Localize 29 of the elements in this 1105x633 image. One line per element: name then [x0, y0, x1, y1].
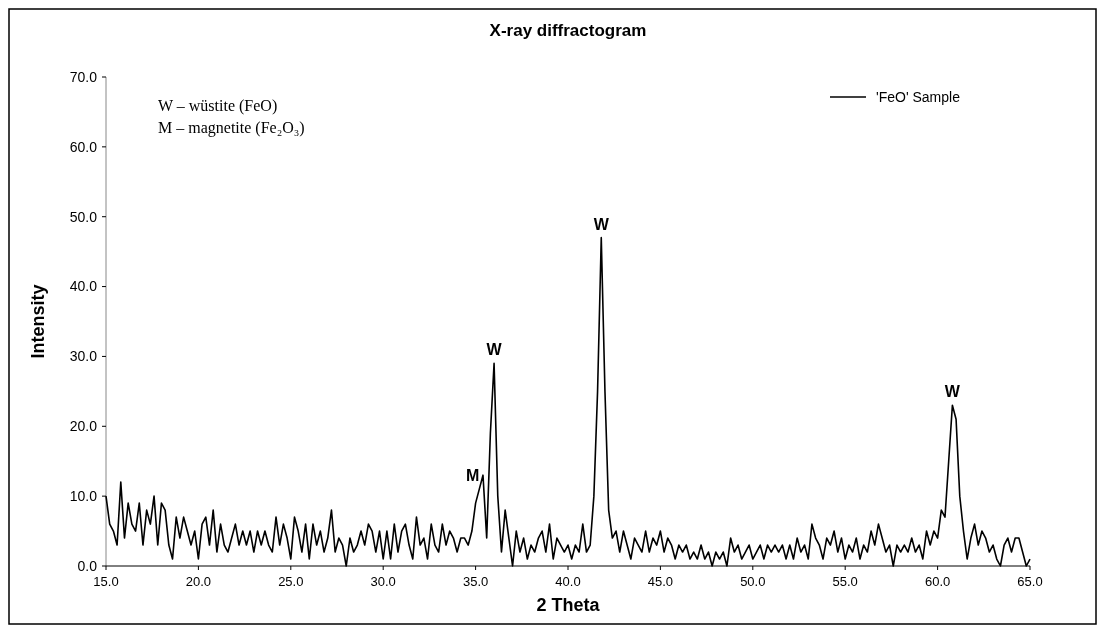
- x-tick-label: 45.0: [647, 574, 674, 589]
- annotation: W: [944, 383, 961, 401]
- x-axis-title: 2 Theta: [536, 595, 601, 615]
- y-axis-title: Intensity: [28, 284, 48, 359]
- annotation: M: [465, 467, 480, 485]
- y-tick-label: 70.0: [69, 68, 98, 85]
- x-tick-label: 25.0: [278, 574, 304, 589]
- y-tick-label: 10.0: [69, 488, 98, 505]
- x-tick-label: 15.0: [93, 574, 119, 589]
- y-tick-label: 0.0: [77, 557, 98, 574]
- annotation: W: [486, 341, 503, 359]
- annotation: W: [593, 215, 610, 233]
- y-tick-label: 20.0: [69, 418, 98, 435]
- y-tick-label: 50.0: [69, 208, 98, 225]
- x-tick-label: 40.0: [555, 574, 581, 589]
- y-tick-label: 40.0: [69, 278, 98, 295]
- annotation: M – magnetite (Fe₂O₃): [158, 119, 305, 137]
- chart-title: X-ray diffractogram: [489, 21, 647, 40]
- x-tick-label: 50.0: [740, 574, 766, 589]
- annotation: W – wüstite (FeO): [158, 97, 278, 115]
- x-tick-label: 60.0: [924, 574, 951, 589]
- legend-label: 'FeO' Sample: [876, 88, 961, 105]
- x-tick-label: 35.0: [462, 574, 489, 589]
- x-tick-label: 30.0: [370, 574, 396, 589]
- x-tick-label: 55.0: [832, 574, 858, 589]
- y-tick-label: 60.0: [69, 138, 98, 155]
- y-tick-label: 30.0: [69, 348, 98, 365]
- x-tick-label: 65.0: [1017, 574, 1043, 589]
- x-tick-label: 20.0: [185, 574, 212, 589]
